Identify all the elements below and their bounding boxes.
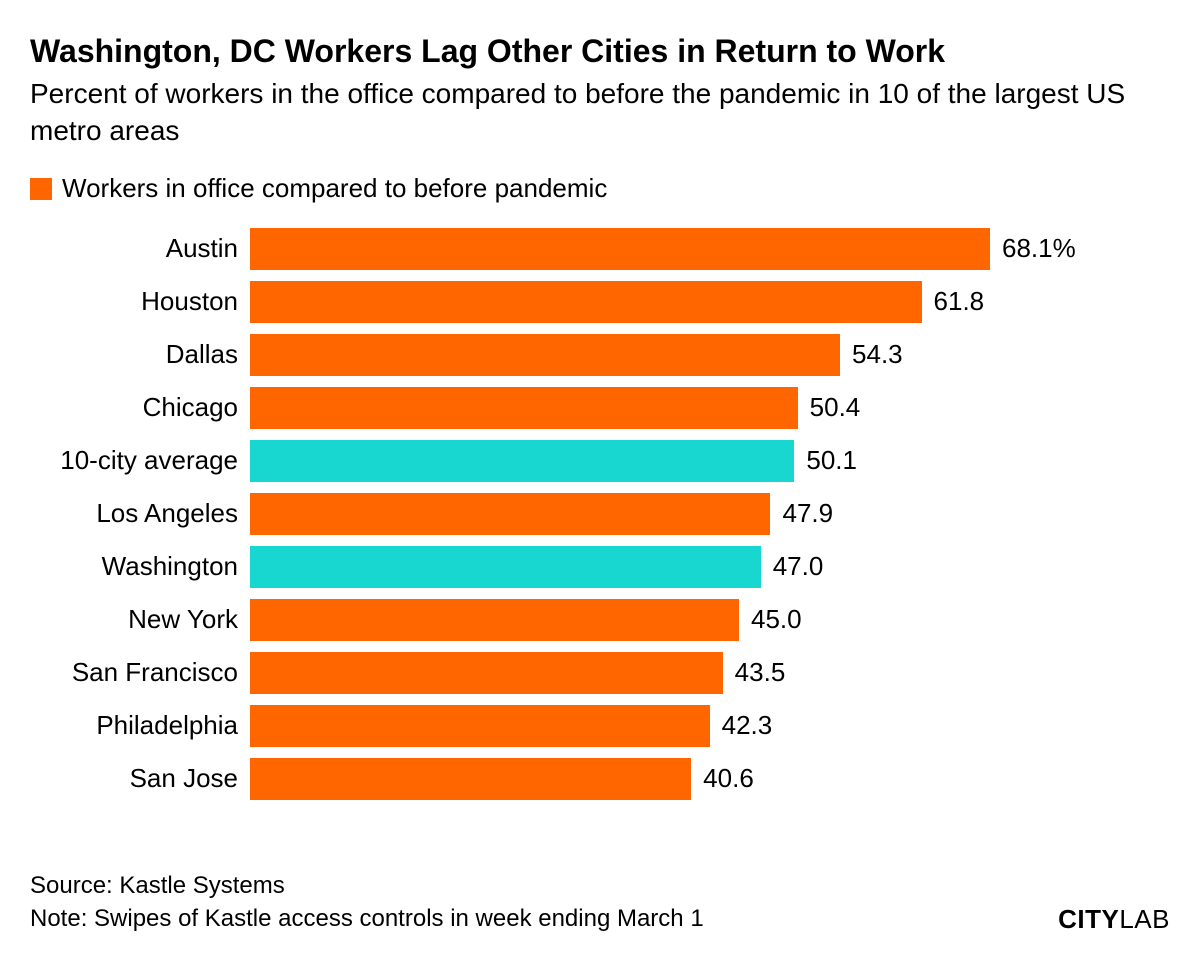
bar-row: San Francisco 43.5: [30, 646, 1170, 699]
bar-track: 47.0: [250, 540, 1170, 593]
legend-label: Workers in office compared to before pan…: [62, 173, 607, 204]
bar-value-label: 61.8: [922, 286, 985, 317]
bar-track: 54.3: [250, 328, 1170, 381]
bar-value-label: 42.3: [710, 710, 773, 741]
bar-track: 42.3: [250, 699, 1170, 752]
bar-chart: Austin 68.1% Houston 61.8 Dallas 54.3 Chicago 5…: [30, 222, 1170, 805]
bar-category-label: Dallas: [30, 339, 250, 370]
bar-category-label: San Francisco: [30, 657, 250, 688]
bar-row: Los Angeles 47.9: [30, 487, 1170, 540]
bar-row: San Jose 40.6: [30, 752, 1170, 805]
bar: [250, 228, 990, 270]
bar-track: 43.5: [250, 646, 1170, 699]
bar-row: New York 45.0: [30, 593, 1170, 646]
bar-track: 47.9: [250, 487, 1170, 540]
note-text: Note: Swipes of Kastle access controls i…: [30, 903, 1170, 935]
bar-category-label: 10-city average: [30, 445, 250, 476]
bar: [250, 758, 691, 800]
bar: [250, 546, 761, 588]
bar: [250, 387, 798, 429]
bar-category-label: Los Angeles: [30, 498, 250, 529]
bar-track: 61.8: [250, 275, 1170, 328]
bar-track: 40.6: [250, 752, 1170, 805]
brand-logo: CITYLAB: [1058, 904, 1170, 935]
bar-value-label: 50.1: [794, 445, 857, 476]
brand-part1: CITY: [1058, 904, 1119, 934]
bar-value-label: 54.3: [840, 339, 903, 370]
bar-track: 50.1: [250, 434, 1170, 487]
bar-row: Dallas 54.3: [30, 328, 1170, 381]
chart-footer: Source: Kastle Systems Note: Swipes of K…: [30, 870, 1170, 935]
bar-category-label: New York: [30, 604, 250, 635]
legend: Workers in office compared to before pan…: [30, 173, 1170, 204]
brand-part2: LAB: [1119, 904, 1170, 934]
bar: [250, 599, 739, 641]
chart-title: Washington, DC Workers Lag Other Cities …: [30, 32, 1170, 70]
bar-track: 50.4: [250, 381, 1170, 434]
bar: [250, 493, 770, 535]
bar-row: Washington 47.0: [30, 540, 1170, 593]
bar: [250, 705, 710, 747]
bar-value-label: 68.1%: [990, 233, 1076, 264]
bar-category-label: San Jose: [30, 763, 250, 794]
bar-row: Philadelphia 42.3: [30, 699, 1170, 752]
bar-row: 10-city average 50.1: [30, 434, 1170, 487]
bar-value-label: 47.9: [770, 498, 833, 529]
bar-row: Chicago 50.4: [30, 381, 1170, 434]
chart-subtitle: Percent of workers in the office compare…: [30, 76, 1170, 149]
bar-category-label: Philadelphia: [30, 710, 250, 741]
bar-category-label: Houston: [30, 286, 250, 317]
bar-value-label: 40.6: [691, 763, 754, 794]
bar-track: 68.1%: [250, 222, 1170, 275]
bar: [250, 652, 723, 694]
bar-category-label: Chicago: [30, 392, 250, 423]
bar-value-label: 45.0: [739, 604, 802, 635]
bar-value-label: 47.0: [761, 551, 824, 582]
legend-swatch: [30, 178, 52, 200]
bar-category-label: Austin: [30, 233, 250, 264]
bar-value-label: 43.5: [723, 657, 786, 688]
bar-value-label: 50.4: [798, 392, 861, 423]
bar-category-label: Washington: [30, 551, 250, 582]
bar: [250, 440, 794, 482]
source-text: Source: Kastle Systems: [30, 870, 1170, 902]
bar: [250, 281, 922, 323]
bar-row: Houston 61.8: [30, 275, 1170, 328]
bar-row: Austin 68.1%: [30, 222, 1170, 275]
bar-track: 45.0: [250, 593, 1170, 646]
bar: [250, 334, 840, 376]
